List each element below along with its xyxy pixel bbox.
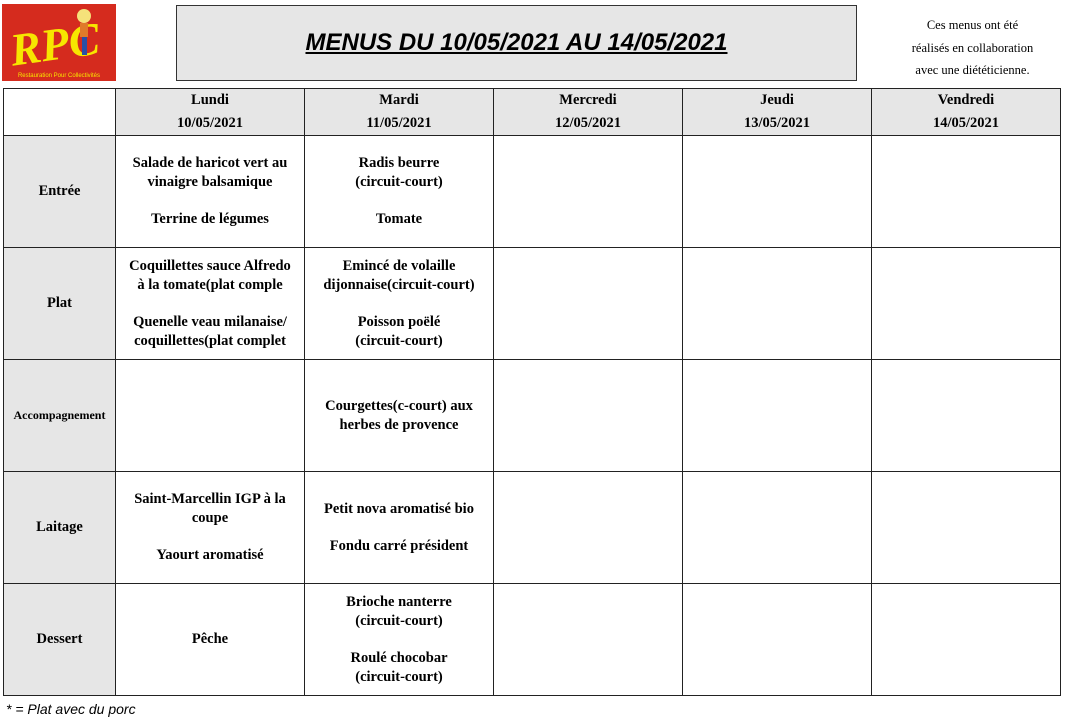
day-header-mercredi: Mercredi 12/05/2021 <box>493 88 683 136</box>
day-header-mardi: Mardi 11/05/2021 <box>304 88 494 136</box>
menu-table: Lundi 10/05/2021 Mardi 11/05/2021 Mercredi 12… <box>3 88 1061 696</box>
menu-cell: Petit nova aromatisé bio Fondu carré prés… <box>304 471 494 584</box>
title-box: MENUS DU 10/05/2021 AU 14/05/2021 <box>176 5 857 81</box>
menu-item: Yaourt aromatisé <box>156 547 264 563</box>
menu-item: Terrine de légumes <box>151 211 269 227</box>
course-label: Plat <box>3 247 116 360</box>
day-date: 14/05/2021 <box>932 115 1000 131</box>
menu-cell <box>682 583 872 696</box>
menu-item: Pêche <box>191 631 229 647</box>
menu-item: Roulé chocobar (circuit-court) <box>350 649 448 685</box>
day-name: Jeudi <box>760 92 794 108</box>
menu-cell <box>493 583 683 696</box>
dietitian-note: Ces menus ont été réalisés en collaborat… <box>911 18 1034 77</box>
menu-cell <box>871 471 1061 584</box>
table-row: Entrée Salade de haricot vert au vinaigre… <box>3 135 1061 248</box>
menu-cell: Emincé de volaille dijonnaise(circuit-co… <box>304 247 494 360</box>
menu-cell <box>493 359 683 472</box>
menu-cell: Radis beurre (circuit-court) Tomate <box>304 135 494 248</box>
menu-cell <box>493 471 683 584</box>
svg-text:RPC: RPC <box>6 12 104 75</box>
day-header-vendredi: Vendredi 14/05/2021 <box>871 88 1061 136</box>
menu-item: Quenelle veau milanaise/ coquillettes(pl… <box>133 313 287 349</box>
day-date: 13/05/2021 <box>743 115 811 131</box>
svg-text:Restauration Pour Collectivité: Restauration Pour Collectivités <box>18 73 100 79</box>
menu-cell: Salade de haricot vert au vinaigre balsa… <box>115 135 305 248</box>
menu-cell <box>493 135 683 248</box>
menu-cell <box>493 247 683 360</box>
course-label: Accompagnement <box>3 359 116 472</box>
table-row: Plat Coquillettes sauce Alfredo à la toma… <box>3 247 1061 360</box>
day-name: Mercredi <box>559 92 617 108</box>
menu-cell <box>871 135 1061 248</box>
menu-cell: Brioche nanterre (circuit-court) Roulé ch… <box>304 583 494 696</box>
menu-item: Radis beurre (circuit-court) <box>355 155 443 190</box>
menu-item: Salade de haricot vert au vinaigre balsa… <box>132 155 288 190</box>
table-row: Accompagnement Courgettes(c-court) aux he… <box>3 359 1061 472</box>
menu-cell <box>682 471 872 584</box>
table-row: Laitage Saint-Marcellin IGP à la coupe Yao… <box>3 471 1061 584</box>
course-label: Laitage <box>3 471 116 584</box>
menu-item: Coquillettes sauce Alfredo à la tomate(p… <box>129 257 291 293</box>
menu-cell: Courgettes(c-court) aux herbes de proven… <box>304 359 494 472</box>
day-name: Vendredi <box>937 92 995 108</box>
menu-item: Poisson poëlé (circuit-court) <box>355 313 443 349</box>
menu-item: Fondu carré président <box>329 537 469 554</box>
day-name: Mardi <box>379 92 419 108</box>
day-name: Lundi <box>191 92 229 108</box>
menu-cell <box>682 247 872 360</box>
menu-cell <box>871 359 1061 472</box>
day-header-lundi: Lundi 10/05/2021 <box>115 88 305 136</box>
menu-cell: Saint-Marcellin IGP à la coupe Yaourt aro… <box>115 471 305 584</box>
menu-item: Courgettes(c-court) aux herbes de proven… <box>325 397 473 433</box>
course-label: Dessert <box>3 583 116 696</box>
menu-cell <box>115 359 305 472</box>
menu-cell: Pêche <box>115 583 305 696</box>
corner-cell <box>3 88 116 136</box>
day-header-jeudi: Jeudi 13/05/2021 <box>682 88 872 136</box>
menu-cell: Coquillettes sauce Alfredo à la tomate(p… <box>115 247 305 360</box>
course-label: Entrée <box>3 135 116 248</box>
page-title: MENUS DU 10/05/2021 AU 14/05/2021 <box>305 29 728 56</box>
menu-item: Saint-Marcellin IGP à la coupe <box>134 491 286 526</box>
menu-item: Tomate <box>375 211 423 227</box>
menu-cell <box>871 247 1061 360</box>
menu-item: Brioche nanterre (circuit-court) <box>346 593 452 629</box>
day-date: 12/05/2021 <box>554 115 622 131</box>
menu-item: Emincé de volaille dijonnaise(circuit-co… <box>323 257 475 293</box>
rpc-logo: RPC Restauration Pour Collectivités <box>2 4 116 81</box>
menu-cell <box>871 583 1061 696</box>
menu-cell <box>682 135 872 248</box>
menu-cell <box>682 359 872 472</box>
table-row: Dessert Pêche Brioche nanterre (circuit-co… <box>3 583 1061 696</box>
pork-legend: * = Plat avec du porc <box>6 701 136 717</box>
menu-item: Petit nova aromatisé bio <box>324 500 474 517</box>
day-date: 10/05/2021 <box>176 115 244 131</box>
header-row: Lundi 10/05/2021 Mardi 11/05/2021 Mercredi 12… <box>3 88 1061 136</box>
day-date: 11/05/2021 <box>366 115 432 131</box>
